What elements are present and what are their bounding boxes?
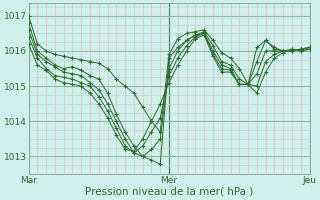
X-axis label: Pression niveau de la mer( hPa ): Pression niveau de la mer( hPa ) (85, 187, 253, 197)
